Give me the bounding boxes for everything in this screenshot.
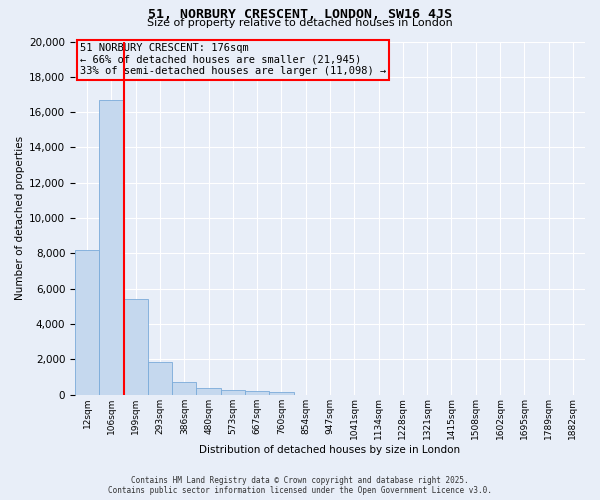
Text: 51 NORBURY CRESCENT: 176sqm
← 66% of detached houses are smaller (21,945)
33% of: 51 NORBURY CRESCENT: 176sqm ← 66% of det… [80, 44, 386, 76]
Bar [196, 388, 221, 394]
Bar [172, 382, 196, 394]
Text: Size of property relative to detached houses in London: Size of property relative to detached ho… [147, 18, 453, 28]
Bar [245, 391, 269, 394]
Bar [148, 362, 172, 394]
Y-axis label: Number of detached properties: Number of detached properties [15, 136, 25, 300]
Text: Contains HM Land Registry data © Crown copyright and database right 2025.
Contai: Contains HM Land Registry data © Crown c… [108, 476, 492, 495]
X-axis label: Distribution of detached houses by size in London: Distribution of detached houses by size … [199, 445, 461, 455]
Bar [221, 390, 245, 394]
Bar [269, 392, 293, 394]
Text: 51, NORBURY CRESCENT, LONDON, SW16 4JS: 51, NORBURY CRESCENT, LONDON, SW16 4JS [148, 8, 452, 20]
Bar [124, 299, 148, 394]
Bar [99, 100, 124, 394]
Bar [75, 250, 99, 394]
